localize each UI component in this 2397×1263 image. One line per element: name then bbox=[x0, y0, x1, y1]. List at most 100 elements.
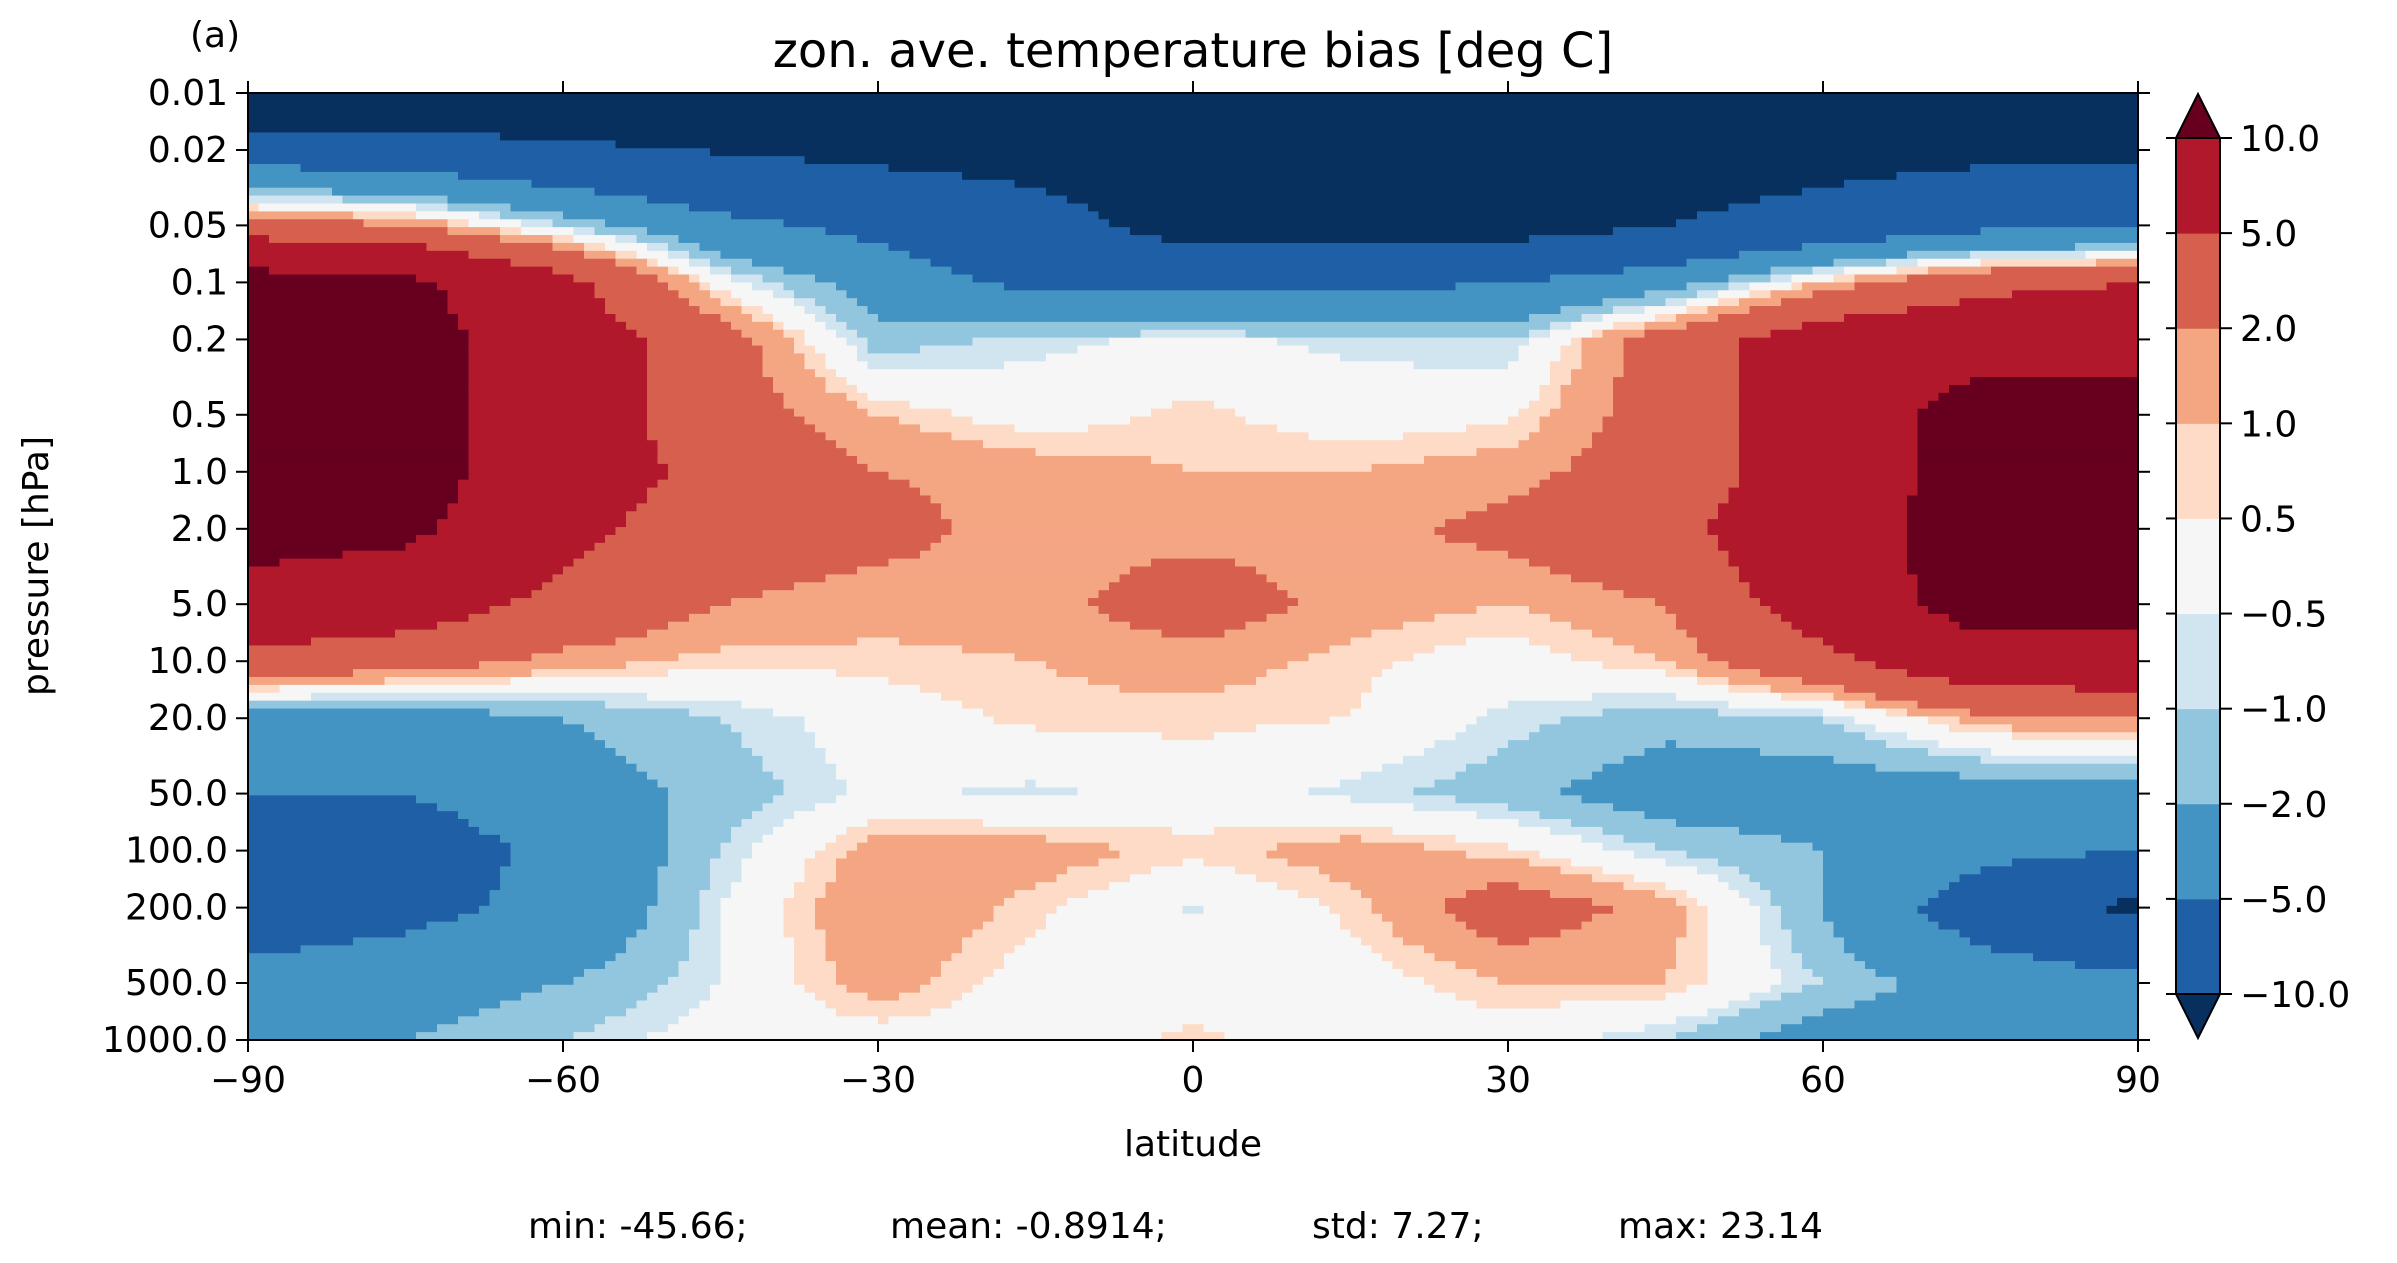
heatmap-cell bbox=[993, 716, 1331, 726]
heatmap-cell bbox=[1959, 874, 2138, 883]
heatmap-cell bbox=[647, 905, 701, 915]
heatmap-cell bbox=[1329, 716, 1478, 726]
heatmap-cell bbox=[500, 211, 564, 221]
heatmap-cell bbox=[1602, 424, 1740, 434]
heatmap-cell bbox=[510, 598, 732, 607]
heatmap-cell bbox=[1592, 874, 1635, 883]
heatmap-cell bbox=[489, 890, 659, 899]
heatmap-cell bbox=[1907, 511, 2138, 520]
heatmap-cell bbox=[2075, 242, 2138, 252]
heatmap-cell bbox=[1182, 858, 1205, 868]
heatmap-cell bbox=[1749, 582, 1919, 591]
heatmap-cell bbox=[1676, 1032, 1761, 1040]
heatmap-cell bbox=[699, 306, 743, 315]
heatmap-cell bbox=[248, 913, 459, 923]
heatmap-cell bbox=[1676, 953, 1709, 962]
heatmap-cell bbox=[783, 282, 837, 292]
heatmap-cell bbox=[647, 432, 827, 442]
heatmap-cell bbox=[1781, 834, 2138, 844]
heatmap-cell bbox=[1917, 432, 2138, 442]
heatmap-cell bbox=[1823, 866, 1982, 876]
heatmap-cell bbox=[1655, 890, 1688, 899]
heatmap-cell bbox=[437, 621, 669, 631]
heatmap-cell bbox=[1875, 692, 2138, 702]
heatmap-cell bbox=[783, 400, 858, 410]
heatmap-cell bbox=[1781, 905, 1824, 915]
heatmap-cell bbox=[1613, 905, 1688, 915]
heatmap-cell bbox=[836, 763, 1383, 773]
heatmap-cell bbox=[1592, 897, 1677, 907]
heatmap-cell bbox=[1098, 605, 1289, 615]
heatmap-cell bbox=[1907, 558, 2138, 568]
heatmap-cell bbox=[248, 653, 533, 662]
heatmap-cell bbox=[1466, 724, 1541, 734]
heatmap-cell bbox=[1403, 432, 1530, 442]
heatmap-cell bbox=[353, 669, 533, 678]
heatmap-cell bbox=[1602, 298, 1667, 307]
heatmap-cell bbox=[815, 921, 984, 931]
heatmap-cell bbox=[1739, 566, 1908, 576]
heatmap-cell bbox=[1508, 842, 1604, 852]
heatmap-cell bbox=[248, 787, 669, 797]
heatmap-cell bbox=[500, 132, 2138, 142]
heatmap-cell bbox=[941, 968, 995, 978]
heatmap-cell bbox=[1403, 621, 1572, 631]
heatmap-cell bbox=[1623, 834, 1782, 844]
heatmap-cell bbox=[794, 408, 869, 418]
heatmap-cell bbox=[1718, 511, 1908, 520]
heatmap-cell bbox=[1350, 882, 1488, 891]
heatmap-cell bbox=[521, 219, 554, 228]
heatmap-cell bbox=[647, 629, 1163, 639]
heatmap-cell bbox=[1571, 858, 1667, 868]
x-tick-label: −90 bbox=[210, 1060, 286, 1101]
heatmap-cell bbox=[1812, 842, 2138, 852]
heatmap-cell bbox=[657, 779, 785, 789]
heatmap-cell bbox=[2012, 724, 2138, 734]
heatmap-cell bbox=[248, 605, 491, 615]
heatmap-cell bbox=[1833, 258, 1887, 268]
heatmap-cell bbox=[1182, 463, 1373, 473]
heatmap-cell bbox=[1854, 274, 1908, 284]
heatmap-cell bbox=[1718, 708, 1824, 718]
heatmap-cell bbox=[1655, 313, 1677, 323]
heatmap-cell bbox=[689, 708, 774, 718]
heatmap-cell bbox=[1214, 400, 1530, 410]
heatmap-cell bbox=[1959, 771, 2138, 781]
heatmap-cell bbox=[804, 866, 837, 876]
y-tick-label: 50.0 bbox=[148, 774, 228, 815]
heatmap-cell bbox=[930, 258, 1688, 268]
heatmap-cell bbox=[447, 219, 470, 228]
heatmap-cell bbox=[1403, 968, 1478, 978]
heatmap-cell bbox=[647, 345, 764, 355]
heatmap-cell bbox=[1602, 842, 1656, 852]
heatmap-cell bbox=[1308, 787, 1415, 797]
heatmap-cell bbox=[741, 732, 816, 741]
heatmap-cell bbox=[1287, 605, 1478, 615]
heatmap-cell bbox=[668, 842, 722, 852]
heatmap-cell bbox=[699, 274, 732, 284]
heatmap-cell bbox=[1728, 274, 1772, 284]
heatmap-cell bbox=[1707, 306, 1751, 315]
heatmap-cell bbox=[1770, 274, 1793, 284]
heatmap-cell bbox=[1581, 337, 1625, 347]
heatmap-cell bbox=[1025, 779, 1037, 789]
heatmap-cell bbox=[720, 976, 795, 986]
heatmap-cell bbox=[1004, 282, 1457, 292]
heatmap-cell bbox=[1434, 740, 1509, 749]
heatmap-cell bbox=[1602, 582, 1751, 591]
heatmap-cell bbox=[510, 676, 890, 686]
heatmap-cell bbox=[605, 700, 743, 710]
heatmap-cell bbox=[647, 369, 764, 378]
heatmap-cell bbox=[1623, 755, 1835, 765]
heatmap-cell bbox=[1004, 897, 1068, 907]
heatmap-cell bbox=[794, 345, 816, 355]
heatmap-cell bbox=[1770, 961, 1803, 970]
y-tick-label: 0.05 bbox=[148, 205, 228, 246]
heatmap-cell bbox=[1623, 361, 1740, 371]
heatmap-cell bbox=[1529, 937, 1677, 947]
heatmap-cell bbox=[584, 968, 680, 978]
heatmap-cell bbox=[647, 353, 764, 363]
heatmap-cell bbox=[1781, 992, 1877, 1002]
heatmap-cell bbox=[794, 953, 827, 962]
heatmap-cell bbox=[1970, 377, 2138, 386]
